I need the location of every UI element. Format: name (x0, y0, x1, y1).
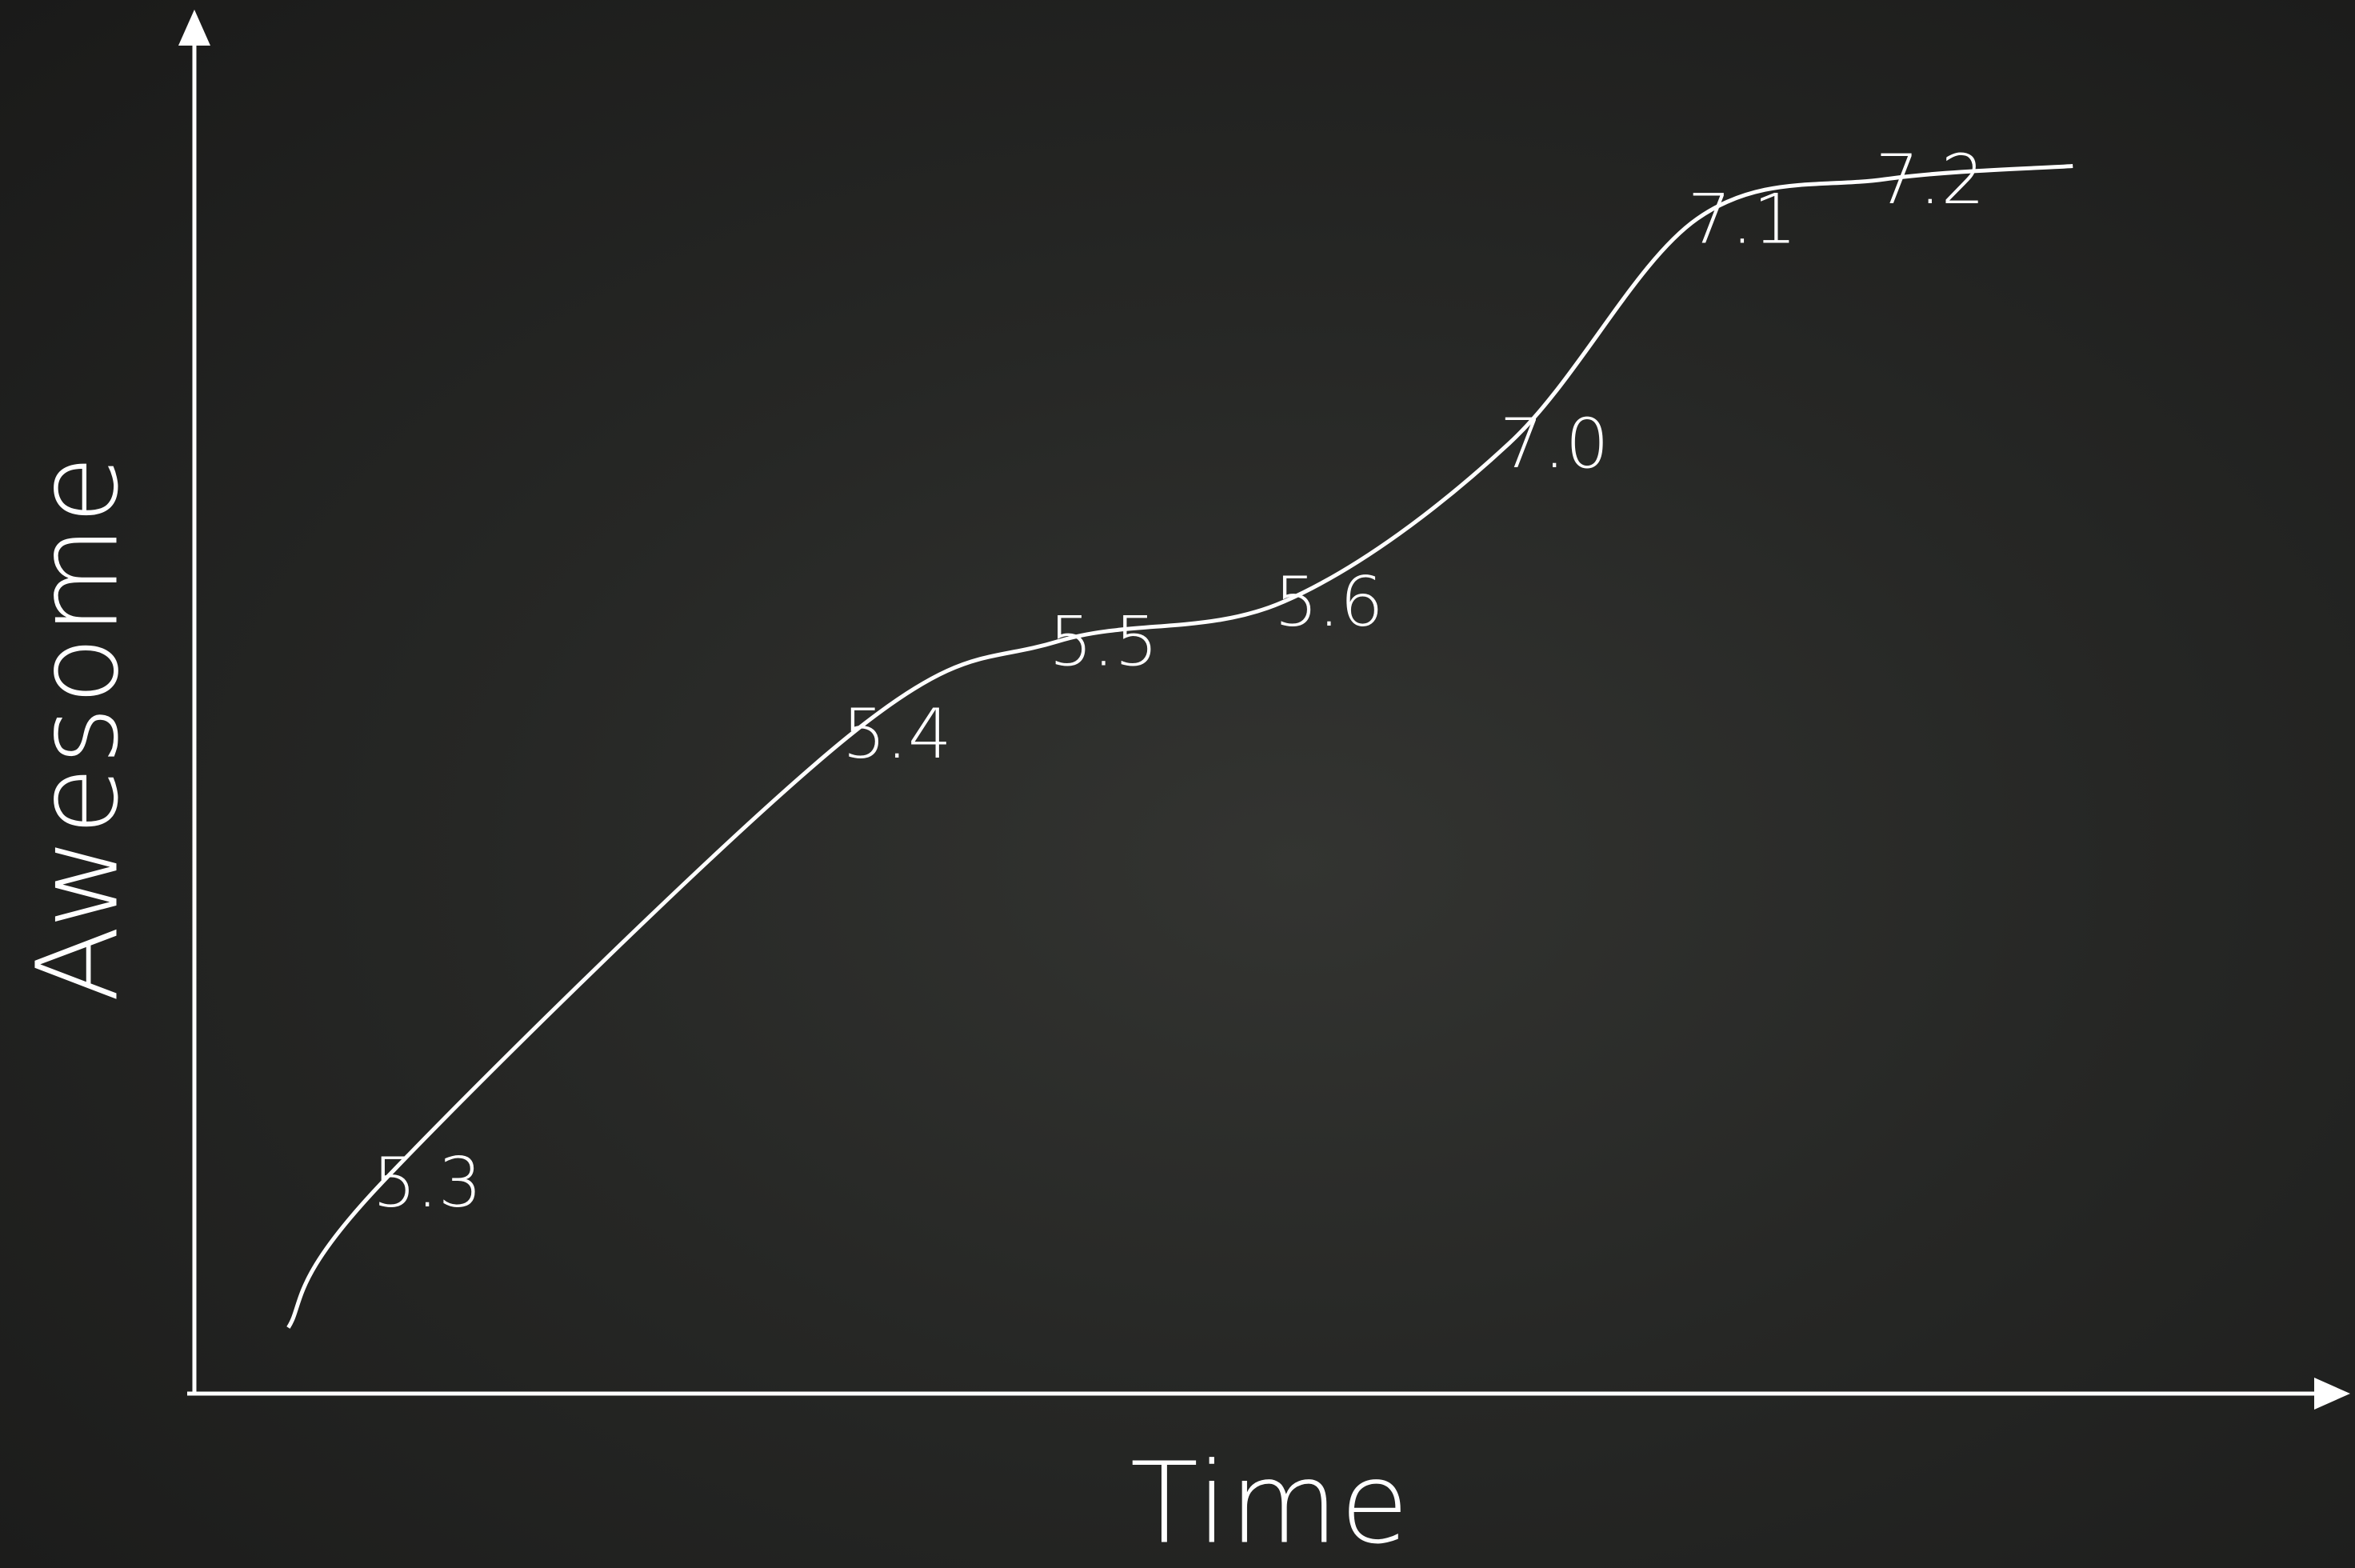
data-label: 5.4 (842, 694, 952, 774)
data-label: 5.5 (1049, 602, 1158, 682)
data-label: 7.1 (1688, 180, 1797, 260)
x-axis-label: Time (1130, 1438, 1411, 1568)
data-label: 5.6 (1274, 562, 1384, 642)
data-label: 7.0 (1500, 404, 1609, 484)
series-line-0 (286, 164, 2073, 1329)
data-label: 5.3 (373, 1143, 482, 1223)
data-label: 7.2 (1875, 140, 1985, 220)
y-axis-label: Awesome (13, 454, 144, 1002)
